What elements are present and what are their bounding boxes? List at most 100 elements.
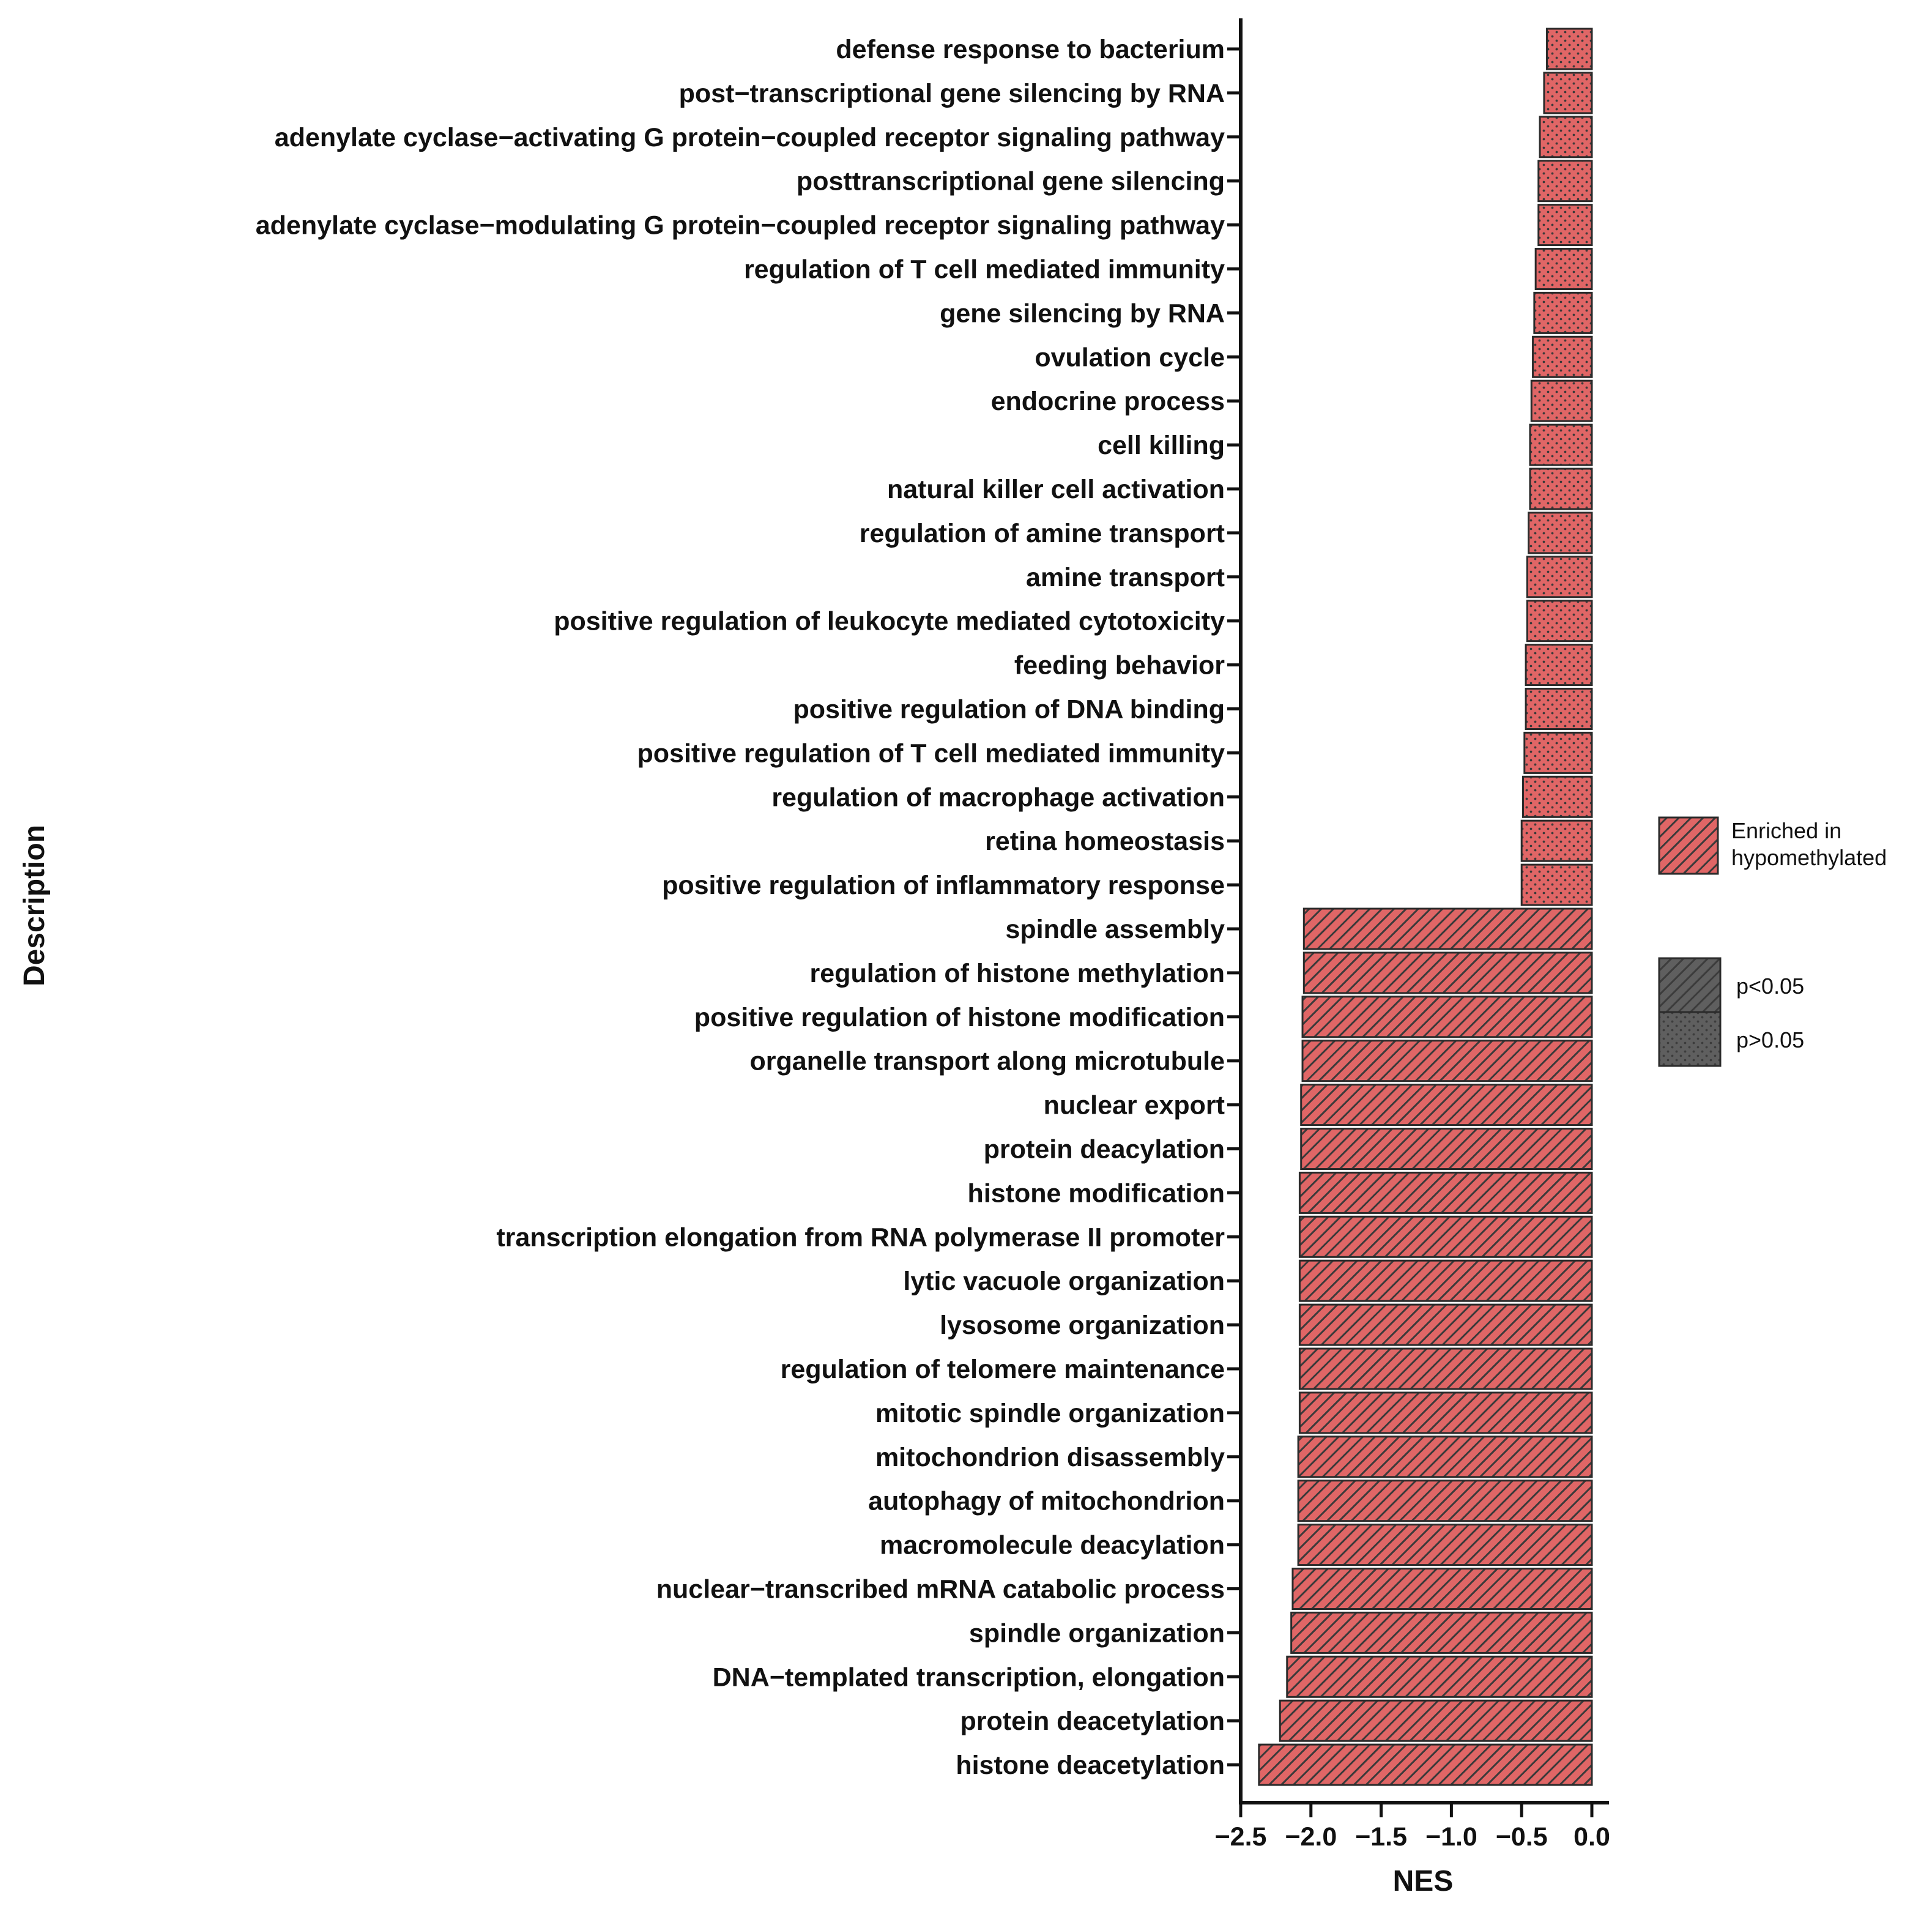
bar-13: [1526, 600, 1593, 642]
x-tick-label-1: −2.0: [1285, 1822, 1337, 1852]
bar-16: [1523, 731, 1593, 774]
bar-20: [1302, 907, 1593, 950]
bar-8: [1530, 379, 1593, 422]
category-label-32: mitochondrion disassembly: [875, 1443, 1225, 1472]
bar-32: [1297, 1436, 1593, 1478]
category-label-34: macromolecule deacylation: [880, 1531, 1225, 1560]
bar-15: [1525, 688, 1593, 730]
legend-swatch-nonsignificant: [1658, 1011, 1722, 1067]
category-label-19: positive regulation of inflammatory resp…: [662, 871, 1225, 900]
category-label-5: regulation of T cell mediated immunity: [744, 255, 1225, 285]
bar-28: [1298, 1259, 1593, 1302]
category-label-2: adenylate cyclase−activating G protein−c…: [275, 123, 1225, 152]
bar-7: [1532, 335, 1593, 378]
bar-9: [1529, 423, 1593, 466]
category-label-14: feeding behavior: [1014, 651, 1225, 680]
bar-33: [1297, 1480, 1593, 1522]
bar-25: [1300, 1128, 1593, 1170]
legend-significant-label: p<0.05: [1736, 974, 1804, 999]
bar-11: [1528, 512, 1593, 554]
category-label-17: regulation of macrophage activation: [771, 783, 1225, 812]
category-labels: defense response to bacterium post−transc…: [256, 35, 1225, 1780]
category-label-13: positive regulation of leukocyte mediate…: [554, 607, 1225, 636]
bar-3: [1537, 160, 1593, 203]
bar-12: [1526, 556, 1593, 598]
category-label-35: nuclear−transcribed mRNA catabolic proce…: [656, 1575, 1225, 1604]
bar-14: [1525, 644, 1593, 687]
category-label-26: histone modification: [968, 1179, 1225, 1208]
category-label-24: nuclear export: [1044, 1091, 1225, 1120]
bar-26: [1298, 1171, 1593, 1214]
bar-21: [1302, 951, 1593, 994]
axes: −2.5 −2.0 −1.5 −1.0 −0.5 0.0: [1215, 18, 1610, 1852]
legend-nonsignificant-label: p>0.05: [1736, 1027, 1804, 1052]
category-label-6: gene silencing by RNA: [940, 299, 1225, 328]
category-label-23: organelle transport along microtubule: [750, 1047, 1225, 1076]
bar-34: [1297, 1524, 1593, 1566]
bar-22: [1301, 996, 1593, 1038]
category-label-31: mitotic spindle organization: [875, 1399, 1225, 1428]
bar-23: [1301, 1040, 1593, 1082]
category-label-33: autophagy of mitochondrion: [868, 1487, 1225, 1516]
bar-36: [1290, 1611, 1593, 1654]
bar-39: [1258, 1743, 1593, 1786]
x-tick-label-5: 0.0: [1573, 1822, 1610, 1852]
category-label-37: DNA−templated transcription, elongation: [713, 1663, 1225, 1692]
bar-4: [1537, 204, 1593, 247]
legend: Enriched in hypomethylated p<0.05 p>0.05: [1658, 816, 1887, 1067]
category-label-18: retina homeostasis: [985, 827, 1225, 856]
category-label-12: amine transport: [1026, 563, 1225, 592]
category-label-30: regulation of telomere maintenance: [781, 1355, 1225, 1384]
x-tick-label-3: −1.0: [1425, 1822, 1477, 1852]
category-label-11: regulation of amine transport: [860, 519, 1225, 548]
category-label-27: transcription elongation from RNA polyme…: [496, 1223, 1225, 1252]
category-label-9: cell killing: [1098, 431, 1225, 460]
category-label-39: histone deacetylation: [956, 1751, 1225, 1780]
category-label-36: spindle organization: [969, 1618, 1225, 1648]
legend-swatch-enriched: [1658, 816, 1719, 875]
legend-enriched-line1: Enriched in: [1731, 818, 1841, 843]
category-label-15: positive regulation of DNA binding: [793, 695, 1225, 724]
bar-18: [1520, 819, 1593, 862]
category-label-1: post−transcriptional gene silencing by R…: [679, 79, 1225, 108]
category-label-25: protein deacylation: [984, 1135, 1225, 1164]
x-tick-label-0: −2.5: [1215, 1822, 1267, 1852]
category-label-3: posttranscriptional gene silencing: [797, 167, 1225, 196]
bar-5: [1534, 248, 1593, 290]
category-label-20: spindle assembly: [1006, 915, 1225, 944]
x-tick-label-4: −0.5: [1496, 1822, 1548, 1852]
bar-10: [1529, 467, 1593, 510]
bar-1: [1543, 72, 1593, 114]
bar-24: [1300, 1084, 1593, 1126]
y-axis-title: Description: [18, 825, 51, 986]
bar-6: [1533, 291, 1593, 334]
category-label-16: positive regulation of T cell mediated i…: [637, 739, 1225, 768]
bar-31: [1298, 1391, 1593, 1434]
category-label-4: adenylate cyclase−modulating G protein−c…: [256, 211, 1225, 240]
category-label-38: protein deacetylation: [960, 1707, 1225, 1736]
category-label-29: lysosome organization: [940, 1311, 1225, 1340]
category-label-7: ovulation cycle: [1035, 343, 1225, 372]
x-axis-title: NES: [1393, 1865, 1454, 1897]
bar-29: [1298, 1303, 1593, 1346]
bar-2: [1539, 116, 1593, 158]
bar-30: [1298, 1347, 1593, 1390]
bar-37: [1286, 1655, 1593, 1698]
bar-38: [1279, 1699, 1593, 1742]
bar-27: [1298, 1215, 1593, 1258]
category-label-0: defense response to bacterium: [836, 35, 1225, 64]
category-label-21: regulation of histone methylation: [810, 959, 1225, 988]
category-label-22: positive regulation of histone modificat…: [694, 1003, 1225, 1032]
bars-layer: [1258, 28, 1593, 1786]
bar-0: [1546, 28, 1593, 70]
category-label-8: endocrine process: [991, 387, 1225, 416]
category-label-28: lytic vacuole organization: [903, 1267, 1225, 1296]
bar-35: [1291, 1568, 1593, 1610]
bar-17: [1521, 775, 1593, 818]
legend-swatch-significant: [1658, 957, 1722, 1013]
x-tick-label-2: −1.5: [1355, 1822, 1407, 1852]
bar-19: [1520, 863, 1593, 906]
category-label-10: natural killer cell activation: [887, 475, 1225, 504]
